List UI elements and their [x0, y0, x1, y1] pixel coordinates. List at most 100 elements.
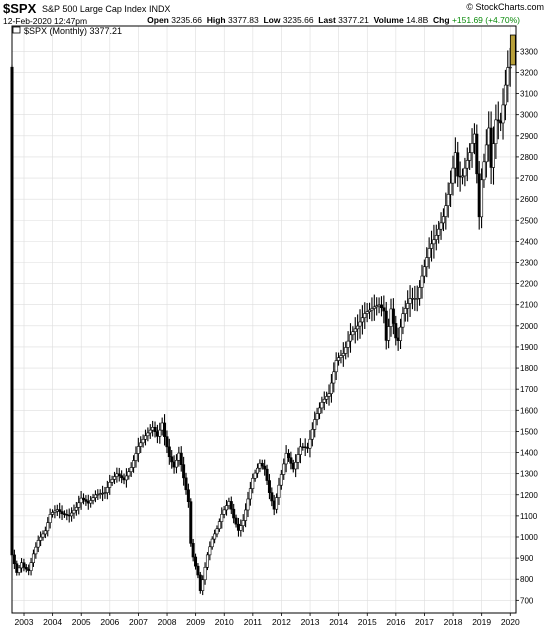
- brand-label[interactable]: © StockCharts.com: [466, 2, 544, 12]
- x-tick-label: 2011: [244, 617, 263, 627]
- monthly-bar: [308, 430, 312, 458]
- monthly-bar: [22, 558, 26, 572]
- bar-body: [24, 567, 28, 570]
- monthly-bar: [67, 508, 71, 523]
- bar-body: [248, 488, 252, 500]
- monthly-bar: [418, 280, 422, 306]
- bar-body: [315, 413, 319, 420]
- monthly-bar: [191, 538, 195, 562]
- monthly-bar: [387, 318, 391, 349]
- monthly-bar: [165, 430, 169, 454]
- bar-body: [422, 266, 426, 277]
- monthly-bar: [470, 128, 474, 168]
- y-tick-label: 2000: [520, 322, 538, 331]
- monthly-bar: [289, 451, 293, 470]
- bar-body: [117, 473, 121, 476]
- bar-body: [463, 167, 467, 177]
- y-tick-label: 1500: [520, 427, 538, 436]
- x-tick-label: 2015: [358, 617, 377, 627]
- x-tick-label: 2019: [472, 617, 491, 627]
- bar-body: [394, 323, 398, 339]
- monthly-bar: [306, 442, 310, 453]
- bar-body: [399, 326, 403, 341]
- monthly-bar: [346, 331, 350, 358]
- bar-body: [141, 438, 145, 444]
- monthly-bar: [74, 501, 78, 516]
- monthly-bar: [172, 455, 176, 474]
- monthly-bar: [115, 467, 119, 483]
- monthly-bar: [34, 542, 38, 559]
- bar-body: [348, 334, 352, 342]
- monthly-bar: [258, 459, 262, 473]
- bar-body: [358, 321, 362, 327]
- bar-body: [41, 533, 45, 538]
- bar-body: [468, 152, 472, 161]
- monthly-bar: [284, 445, 288, 473]
- bar-body: [174, 460, 178, 468]
- bar-body: [215, 528, 219, 535]
- y-tick-label: 900: [520, 554, 534, 563]
- bar-body: [20, 562, 24, 569]
- bar-body: [182, 464, 186, 479]
- monthly-bar: [196, 563, 200, 579]
- bar-body: [189, 501, 193, 544]
- monthly-bar: [241, 514, 245, 533]
- monthly-bar: [451, 155, 455, 196]
- bar-body: [298, 446, 302, 455]
- bar-body: [82, 497, 86, 500]
- monthly-bar: [110, 475, 114, 486]
- monthly-bar: [356, 314, 360, 341]
- bar-body: [470, 143, 474, 153]
- bar-body: [301, 446, 305, 448]
- monthly-bar: [234, 514, 238, 528]
- bar-body: [329, 382, 333, 394]
- monthly-bar: [20, 558, 24, 573]
- monthly-bar: [453, 137, 457, 184]
- monthly-bar: [348, 323, 352, 353]
- x-tick-label: 2020: [501, 617, 520, 627]
- monthly-bar: [153, 421, 157, 438]
- monthly-bar: [213, 529, 217, 544]
- bar-body: [406, 303, 410, 309]
- monthly-bar: [79, 491, 83, 510]
- bar-body: [501, 104, 505, 124]
- bar-body: [158, 429, 162, 437]
- bar-body: [294, 461, 298, 470]
- monthly-bar: [58, 502, 62, 519]
- bar-body: [296, 454, 300, 463]
- bar-body: [272, 500, 276, 510]
- monthly-bar: [29, 557, 33, 576]
- bar-body: [122, 477, 126, 481]
- bar-body: [163, 422, 167, 437]
- bar-body: [389, 308, 393, 327]
- bar-body: [446, 194, 450, 206]
- bar-body: [74, 507, 78, 511]
- monthly-bar: [143, 429, 147, 446]
- monthly-bar: [320, 396, 324, 414]
- x-tick-label: 2018: [444, 617, 463, 627]
- y-tick-label: 2800: [520, 153, 538, 162]
- monthly-bar: [329, 374, 333, 403]
- monthly-bar: [267, 474, 271, 500]
- bar-body: [143, 435, 147, 440]
- monthly-bar: [325, 391, 329, 404]
- monthly-bar: [353, 317, 357, 344]
- monthly-bar: [449, 170, 453, 208]
- bar-body: [370, 308, 374, 311]
- y-tick-label: 1800: [520, 364, 538, 373]
- x-tick-label: 2009: [186, 617, 205, 627]
- monthly-bar: [501, 88, 505, 140]
- symbol-label: $SPX: [3, 1, 37, 16]
- monthly-bar: [86, 494, 90, 510]
- monthly-bar: [482, 153, 486, 188]
- monthly-bar: [65, 509, 69, 521]
- monthly-bar: [101, 485, 105, 502]
- exchange-label: INDX: [148, 4, 171, 14]
- monthly-bar: [220, 507, 224, 529]
- bar-body: [451, 167, 455, 184]
- bar-body: [203, 566, 207, 581]
- monthly-bar: [155, 424, 159, 444]
- monthly-bar: [182, 456, 186, 486]
- legend-text: $SPX (Monthly) 3377.21: [24, 26, 122, 36]
